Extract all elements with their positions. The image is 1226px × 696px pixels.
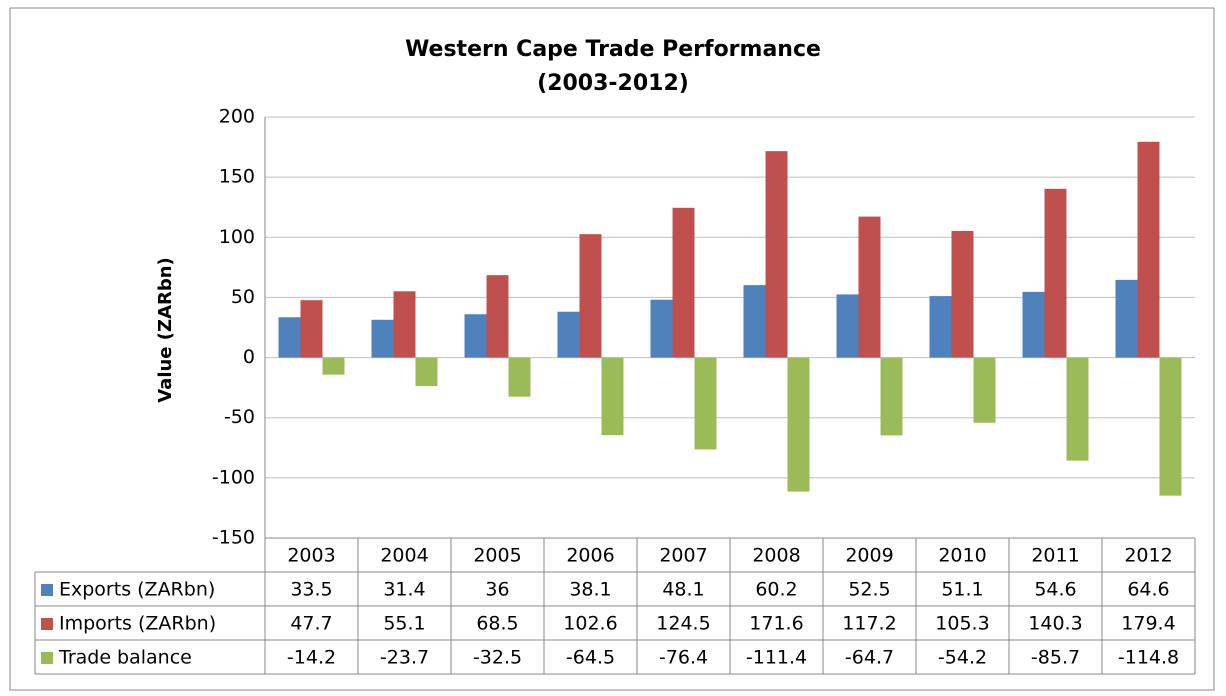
legend-key <box>41 584 53 596</box>
bar <box>464 314 487 358</box>
bar <box>557 311 580 358</box>
bar <box>508 357 531 397</box>
bar <box>836 294 859 358</box>
table-value: 124.5 <box>656 613 710 635</box>
bar <box>322 357 345 375</box>
legend-key <box>41 618 53 630</box>
bar <box>278 317 301 358</box>
x-tick-label: 2009 <box>845 545 893 567</box>
x-tick-label: 2011 <box>1031 545 1079 567</box>
bar <box>929 296 952 358</box>
table-value: 68.5 <box>476 613 518 635</box>
bar <box>1159 357 1182 496</box>
legend-label: Exports (ZARbn) <box>59 579 215 601</box>
bar <box>880 357 903 436</box>
table-value: 55.1 <box>383 613 425 635</box>
bar <box>601 357 624 436</box>
table-value: -14.2 <box>287 647 336 669</box>
x-tick-label: 2003 <box>287 545 335 567</box>
x-tick-label: 2006 <box>566 545 614 567</box>
bar <box>1044 188 1067 358</box>
table-value: -54.2 <box>938 647 987 669</box>
table-value: 48.1 <box>662 579 704 601</box>
legend-key <box>41 652 53 664</box>
table-value: -64.7 <box>845 647 894 669</box>
table-value: 36 <box>485 579 509 601</box>
table-value: -114.8 <box>1118 647 1179 669</box>
y-tick-label: 0 <box>243 346 255 368</box>
table-value: 64.6 <box>1127 579 1169 601</box>
table-value: 52.5 <box>848 579 890 601</box>
bar <box>858 216 881 358</box>
bar <box>650 299 673 358</box>
table-value: 140.3 <box>1028 613 1082 635</box>
y-axis-title: Value (ZARbn) <box>155 257 176 403</box>
y-tick-label: -50 <box>224 406 255 428</box>
bar <box>1066 357 1089 461</box>
x-tick-label: 2004 <box>380 545 428 567</box>
table-value: 105.3 <box>935 613 989 635</box>
bar <box>973 357 996 423</box>
table-value: -111.4 <box>746 647 807 669</box>
x-tick-label: 2012 <box>1124 545 1172 567</box>
table-value: 60.2 <box>755 579 797 601</box>
table-value: -23.7 <box>380 647 429 669</box>
chart-subtitle: (2003-2012) <box>537 71 689 96</box>
bar <box>743 285 766 358</box>
y-tick-label: 100 <box>219 226 255 248</box>
chart-border <box>9 7 1215 691</box>
bar <box>787 357 810 492</box>
bar <box>765 151 788 358</box>
y-tick-label: 200 <box>219 106 255 128</box>
bar <box>415 357 438 387</box>
y-tick-label: -150 <box>212 527 255 549</box>
table-value: 102.6 <box>563 613 617 635</box>
x-tick-label: 2005 <box>473 545 521 567</box>
table-value: 179.4 <box>1121 613 1175 635</box>
table-value: -64.5 <box>566 647 615 669</box>
table-value: 171.6 <box>749 613 803 635</box>
bar <box>672 207 695 358</box>
table-value: 31.4 <box>383 579 425 601</box>
table-value: 54.6 <box>1034 579 1076 601</box>
table-value: -85.7 <box>1031 647 1080 669</box>
bar <box>951 230 974 358</box>
bar <box>694 357 717 450</box>
bar <box>300 300 323 358</box>
bar <box>371 319 394 358</box>
table-value: 38.1 <box>569 579 611 601</box>
bar <box>486 275 509 358</box>
x-tick-label: 2008 <box>752 545 800 567</box>
table-value: -76.4 <box>659 647 708 669</box>
table-value: 51.1 <box>941 579 983 601</box>
x-tick-label: 2007 <box>659 545 707 567</box>
table-value: 47.7 <box>290 613 332 635</box>
x-tick-label: 2010 <box>938 545 986 567</box>
table-value: 117.2 <box>842 613 896 635</box>
bar <box>1022 291 1045 358</box>
table-value: 33.5 <box>290 579 332 601</box>
bar <box>579 234 602 358</box>
y-tick-label: -100 <box>212 466 255 488</box>
chart-title: Western Cape Trade Performance <box>405 37 821 62</box>
bar <box>393 291 416 358</box>
bar <box>1137 141 1160 358</box>
legend-label: Trade balance <box>58 647 192 669</box>
y-tick-label: 50 <box>231 286 255 308</box>
y-tick-label: 150 <box>219 166 255 188</box>
legend-label: Imports (ZARbn) <box>59 613 216 635</box>
bar <box>1115 279 1138 358</box>
table-value: -32.5 <box>473 647 522 669</box>
